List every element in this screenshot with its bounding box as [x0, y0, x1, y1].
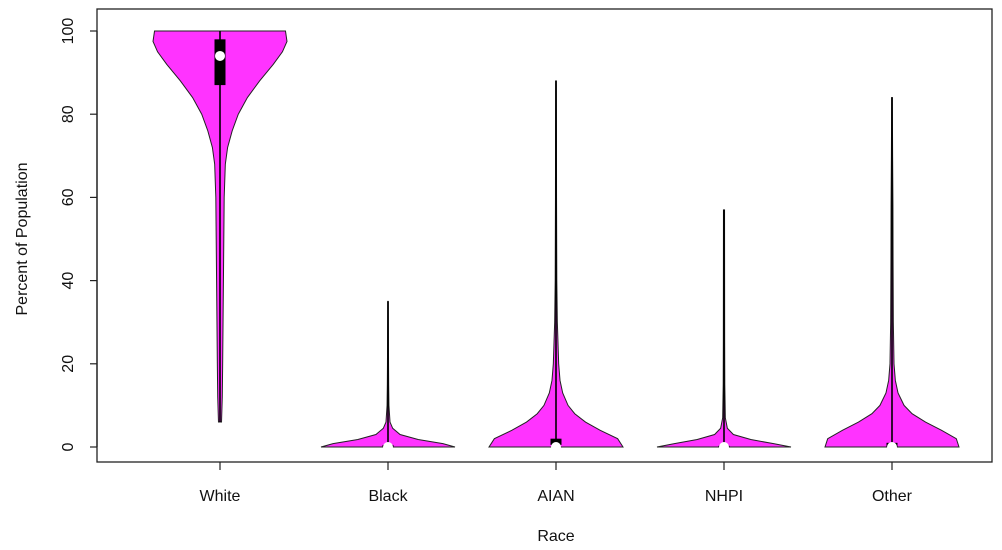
iqr-box-white	[214, 39, 226, 86]
y-axis-title: Percent of Population	[14, 163, 31, 316]
median-point-other	[887, 442, 897, 452]
median-point-aian	[551, 442, 561, 452]
violins-layer	[152, 30, 960, 452]
median-point-white	[215, 50, 225, 61]
median-point-black	[383, 442, 393, 452]
y-tick-label-80: 80	[60, 105, 77, 123]
median-point-nhpi	[719, 442, 729, 452]
iqr-box-aian	[550, 438, 562, 445]
x-tick-label-black: Black	[368, 488, 408, 505]
y-axis: 0 20 40 60 80 100	[60, 18, 98, 451]
y-tick-label-0: 0	[60, 442, 77, 451]
x-tick-label-aian: AIAN	[537, 488, 574, 505]
y-ticks: 0 20 40 60 80 100	[60, 18, 97, 451]
y-tick-label-100: 100	[60, 18, 77, 45]
x-ticks: White Black AIAN NHPI Other	[200, 462, 913, 505]
violin-other	[824, 97, 960, 452]
violin-black	[320, 300, 456, 452]
y-tick-label-60: 60	[60, 188, 77, 206]
x-axis: White Black AIAN NHPI Other	[200, 462, 913, 505]
violin-aian	[488, 80, 624, 452]
x-tick-label-nhpi: NHPI	[705, 488, 743, 505]
x-tick-label-white: White	[200, 488, 241, 505]
x-tick-label-other: Other	[872, 488, 913, 505]
violin-white	[152, 30, 288, 423]
x-axis-title: Race	[537, 528, 574, 545]
y-tick-label-20: 20	[60, 355, 77, 373]
y-tick-label-40: 40	[60, 272, 77, 290]
violin-nhpi	[656, 209, 792, 452]
